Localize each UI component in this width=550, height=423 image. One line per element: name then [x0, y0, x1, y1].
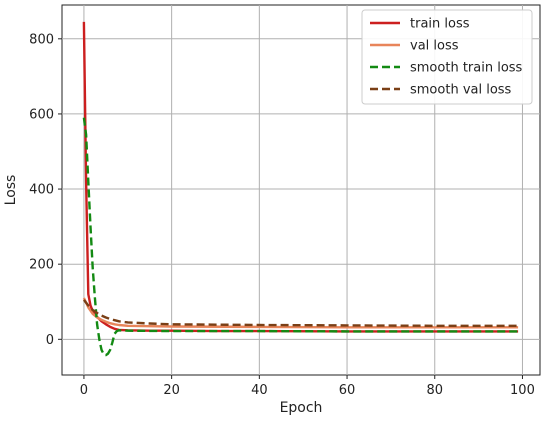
legend: train loss val loss smooth train loss smoot… — [361, 9, 533, 105]
x-tick-label: 100 — [510, 383, 535, 398]
series-lines — [82, 21, 519, 357]
legend-box — [361, 9, 533, 105]
x-tick-label: 80 — [426, 383, 443, 398]
y-axis-label: Loss — [3, 175, 19, 206]
y-tick-label: 800 — [29, 32, 54, 47]
y-tick-label: 0 — [46, 333, 54, 348]
y-tick-label: 200 — [29, 258, 54, 273]
y-tick-label: 400 — [29, 183, 54, 198]
series-line-val-loss — [82, 297, 519, 329]
series-line-smooth-train-loss — [82, 117, 519, 357]
legend-label: smooth val loss — [410, 83, 512, 98]
series-line-smooth-val-loss — [82, 299, 519, 327]
x-tick-label: 0 — [80, 383, 88, 398]
legend-label: smooth train loss — [410, 61, 523, 76]
legend-label: train loss — [410, 17, 470, 32]
x-axis-label: Epoch — [280, 400, 323, 416]
x-tick-label: 40 — [251, 383, 268, 398]
axis-ticks: 0 20 40 60 80 100 0 200 400 600 800 — [29, 32, 535, 398]
x-tick-label: 60 — [339, 383, 356, 398]
plot-frame — [61, 4, 541, 376]
x-tick-label: 20 — [163, 383, 180, 398]
y-tick-label: 600 — [29, 107, 54, 122]
legend-label: val loss — [410, 39, 459, 54]
